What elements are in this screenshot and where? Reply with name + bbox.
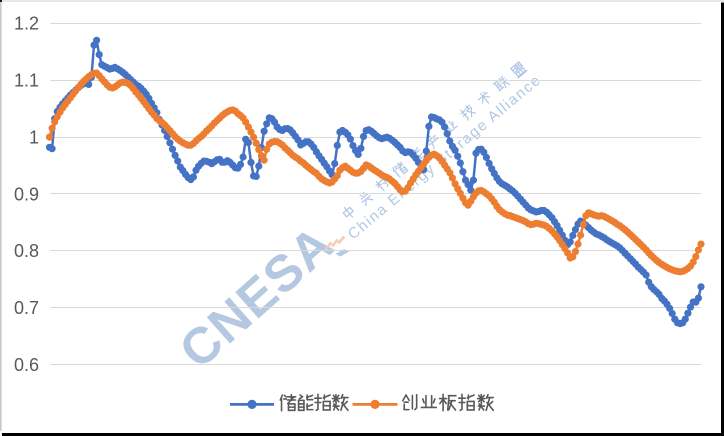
svg-text:0.8: 0.8	[14, 241, 39, 261]
svg-text:CNESA: CNESA	[169, 214, 345, 379]
svg-text:1: 1	[29, 127, 39, 147]
svg-text:0.6: 0.6	[14, 355, 39, 375]
svg-text:0.7: 0.7	[14, 298, 39, 318]
svg-text:1.2: 1.2	[14, 14, 39, 34]
svg-text:1.1: 1.1	[14, 70, 39, 90]
svg-text:0.9: 0.9	[14, 184, 39, 204]
